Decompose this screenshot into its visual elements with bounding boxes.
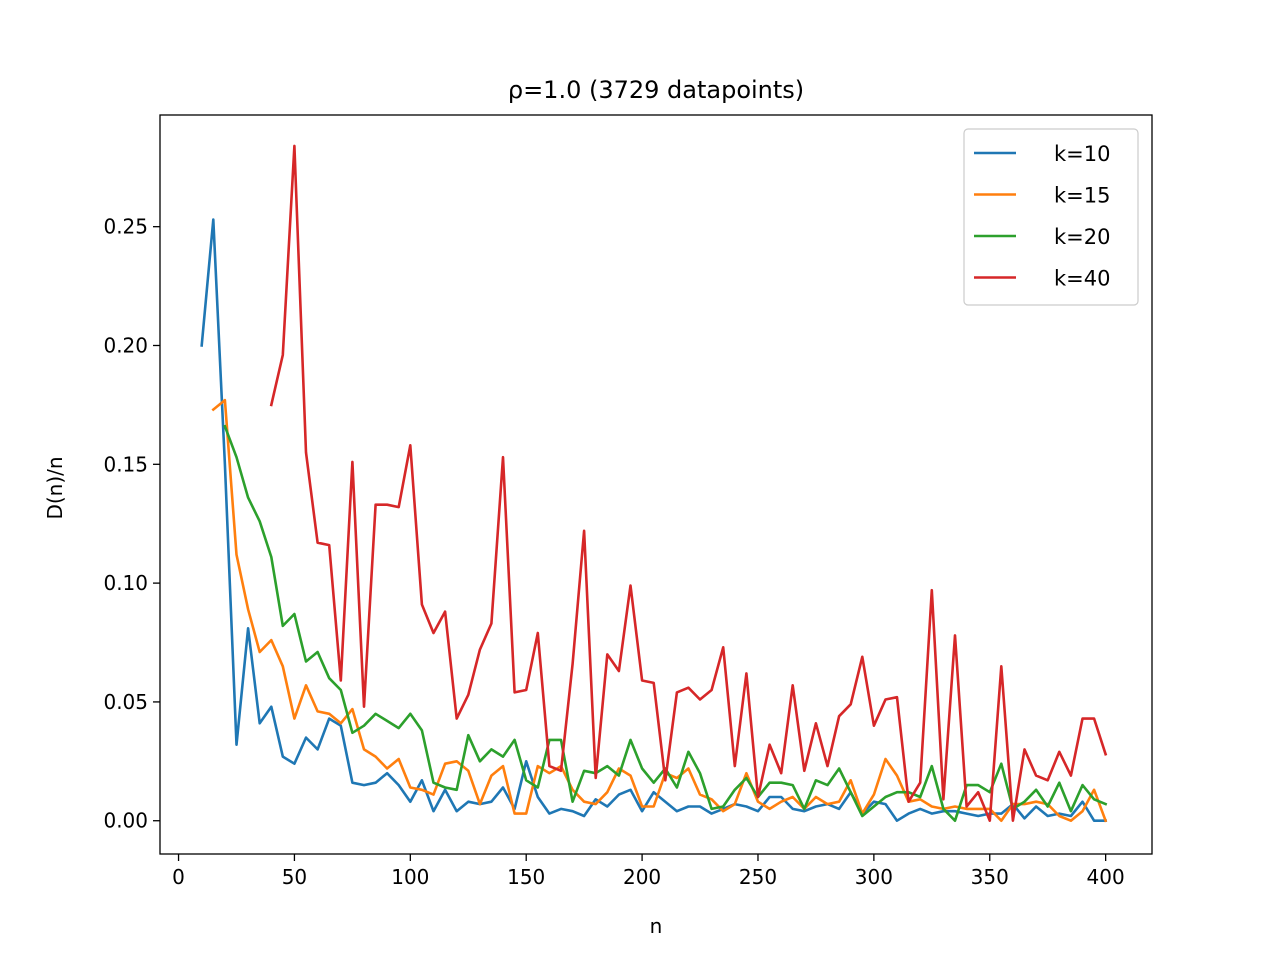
legend: k=10 k=15 k=20 k=40 [963,128,1139,306]
y-axis-label: D(n)/n [43,456,67,519]
series-line-k-20 [223,424,1108,823]
legend-label: k=40 [1054,267,1110,291]
legend-label: k=10 [1054,142,1110,166]
legend-box [963,128,1139,306]
x-tick-label: 400 [1087,865,1125,889]
x-tick-label: 200 [623,865,661,889]
x-tick-label: 150 [507,865,545,889]
series-line-k-40 [269,144,1108,823]
series-line-k-10 [200,218,1107,823]
y-tick-label: 0.10 [103,571,148,595]
y-tick-label: 0.25 [103,215,148,239]
x-tick-label: 50 [282,865,307,889]
series-line-k-15 [211,398,1108,823]
y-axis-ticks: 0.00 0.05 0.10 0.15 0.20 0.25 [103,215,160,833]
series-layer [200,144,1108,823]
x-tick-label: 300 [855,865,893,889]
x-axis-ticks: 0 50 100 150 200 250 300 350 400 [172,854,1125,889]
x-tick-label: 0 [172,865,185,889]
y-tick-label: 0.15 [103,452,148,476]
y-tick-label: 0.05 [103,690,148,714]
x-tick-label: 250 [739,865,777,889]
y-tick-label: 0.00 [103,809,148,833]
legend-label: k=20 [1054,225,1110,249]
y-tick-label: 0.20 [103,333,148,357]
legend-label: k=15 [1054,184,1110,208]
plot-frame [159,114,1153,855]
x-tick-label: 100 [391,865,429,889]
chart-title: ρ=1.0 (3729 datapoints) [508,76,804,104]
x-tick-label: 350 [971,865,1009,889]
x-axis-label: n [650,914,663,938]
